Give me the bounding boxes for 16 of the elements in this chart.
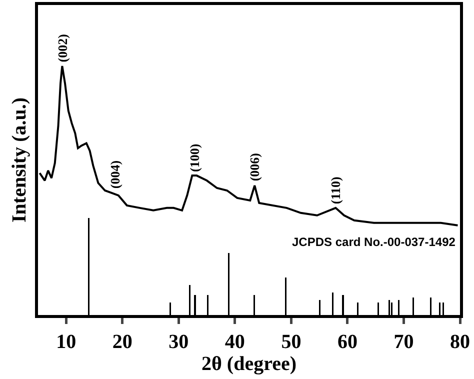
annotation: JCPDS card No.-00-037-1492 [292,235,456,249]
x-axis-title: 2θ (degree) [201,353,297,375]
annotation: (100) [186,144,202,172]
x-tick-label: 50 [281,331,302,353]
x-tick-label: 80 [450,331,470,353]
x-tick-label: 30 [168,331,189,353]
x-tick-label: 70 [394,331,414,353]
y-axis-title: Intensity (a.u.) [8,97,30,223]
x-tick-label: 20 [112,331,132,353]
x-tick-label: 40 [224,331,245,353]
annotation: (004) [108,160,123,189]
annotation: (002) [55,34,70,62]
annotation: (110) [328,176,344,204]
x-tick-label: 60 [337,331,358,353]
annotation: (006) [247,152,262,182]
x-tick-label: 10 [56,331,76,353]
